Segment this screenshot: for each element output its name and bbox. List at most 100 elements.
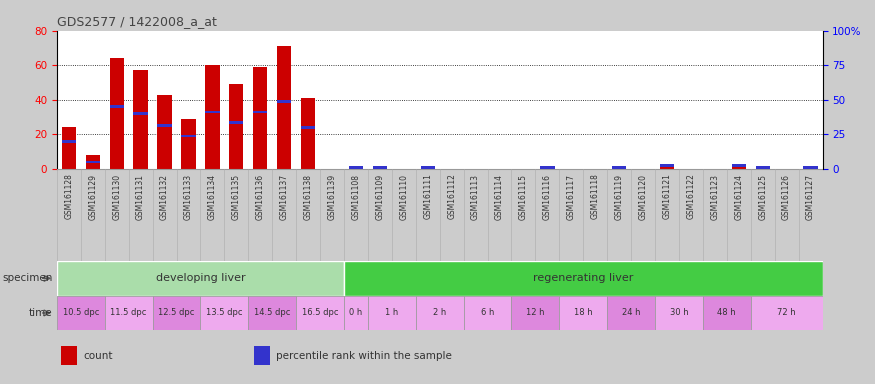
Text: GSM161127: GSM161127: [806, 174, 815, 220]
Bar: [512, 296, 559, 330]
Bar: [105, 296, 152, 330]
Text: GSM161136: GSM161136: [255, 174, 265, 220]
Text: GSM161126: GSM161126: [782, 174, 791, 220]
Bar: [86, 155, 100, 169]
Bar: [540, 166, 555, 169]
Bar: [655, 296, 703, 330]
Text: 18 h: 18 h: [574, 308, 592, 318]
Text: GSM161130: GSM161130: [112, 174, 122, 220]
Bar: [181, 135, 196, 137]
Bar: [181, 119, 196, 169]
Bar: [206, 65, 220, 169]
Text: GDS2577 / 1422008_a_at: GDS2577 / 1422008_a_at: [57, 15, 217, 28]
Bar: [349, 166, 363, 169]
Bar: [540, 167, 555, 169]
Text: GSM161122: GSM161122: [686, 174, 696, 219]
Text: GSM161117: GSM161117: [567, 174, 576, 220]
Bar: [660, 164, 674, 167]
Bar: [109, 106, 124, 108]
Text: developing liver: developing liver: [156, 273, 245, 283]
Bar: [57, 261, 344, 296]
Text: 6 h: 6 h: [481, 308, 494, 318]
Bar: [373, 166, 387, 169]
Bar: [373, 167, 387, 169]
Text: 30 h: 30 h: [669, 308, 689, 318]
Text: GSM161119: GSM161119: [614, 174, 624, 220]
Bar: [229, 84, 243, 169]
Text: GSM161112: GSM161112: [447, 174, 456, 219]
Text: GSM161124: GSM161124: [734, 174, 743, 220]
Text: GSM161133: GSM161133: [184, 174, 193, 220]
Text: 10.5 dpc: 10.5 dpc: [63, 308, 99, 318]
Bar: [248, 296, 296, 330]
Bar: [755, 166, 770, 169]
Bar: [732, 164, 746, 169]
Bar: [158, 94, 172, 169]
Bar: [134, 70, 148, 169]
Bar: [421, 167, 435, 169]
Text: 13.5 dpc: 13.5 dpc: [206, 308, 242, 318]
Text: GSM161132: GSM161132: [160, 174, 169, 220]
Bar: [755, 167, 770, 169]
Text: 48 h: 48 h: [718, 308, 736, 318]
Text: 2 h: 2 h: [433, 308, 446, 318]
Bar: [349, 167, 363, 169]
Text: GSM161110: GSM161110: [399, 174, 409, 220]
Bar: [416, 296, 464, 330]
Text: GSM161115: GSM161115: [519, 174, 528, 220]
Bar: [703, 296, 751, 330]
Text: GSM161125: GSM161125: [758, 174, 767, 220]
Bar: [368, 296, 416, 330]
Text: 24 h: 24 h: [622, 308, 640, 318]
Text: GSM161128: GSM161128: [65, 174, 74, 219]
Bar: [344, 296, 368, 330]
Bar: [277, 46, 291, 169]
Text: GSM161116: GSM161116: [542, 174, 552, 220]
Bar: [301, 98, 315, 169]
Bar: [612, 166, 626, 169]
Bar: [200, 296, 248, 330]
Bar: [158, 124, 172, 127]
Bar: [61, 140, 76, 142]
Text: GSM161111: GSM161111: [424, 174, 432, 219]
Text: count: count: [83, 351, 113, 361]
Bar: [301, 126, 315, 129]
Text: GSM161113: GSM161113: [471, 174, 480, 220]
Text: time: time: [29, 308, 52, 318]
Bar: [109, 58, 124, 169]
Text: specimen: specimen: [2, 273, 52, 283]
Bar: [803, 166, 818, 169]
Bar: [607, 296, 655, 330]
Bar: [751, 296, 822, 330]
Bar: [464, 296, 512, 330]
Bar: [277, 100, 291, 103]
Text: regenerating liver: regenerating liver: [533, 273, 634, 283]
Bar: [803, 167, 818, 169]
Text: 14.5 dpc: 14.5 dpc: [254, 308, 290, 318]
Bar: [660, 164, 674, 169]
Text: GSM161138: GSM161138: [304, 174, 312, 220]
Text: GSM161123: GSM161123: [710, 174, 719, 220]
Text: GSM161114: GSM161114: [495, 174, 504, 220]
Text: GSM161121: GSM161121: [662, 174, 671, 219]
Bar: [206, 111, 220, 113]
Text: 1 h: 1 h: [385, 308, 398, 318]
Text: GSM161120: GSM161120: [639, 174, 648, 220]
Text: 72 h: 72 h: [777, 308, 796, 318]
Bar: [61, 346, 77, 365]
Text: 0 h: 0 h: [349, 308, 362, 318]
Text: 16.5 dpc: 16.5 dpc: [302, 308, 339, 318]
Text: GSM161135: GSM161135: [232, 174, 241, 220]
Bar: [254, 346, 270, 365]
Bar: [86, 161, 100, 163]
Text: GSM161108: GSM161108: [352, 174, 360, 220]
Text: GSM161129: GSM161129: [88, 174, 97, 220]
Text: GSM161109: GSM161109: [375, 174, 384, 220]
Text: GSM161131: GSM161131: [136, 174, 145, 220]
Bar: [152, 296, 200, 330]
Bar: [732, 164, 746, 167]
Text: 11.5 dpc: 11.5 dpc: [110, 308, 147, 318]
Bar: [253, 67, 268, 169]
Bar: [61, 127, 76, 169]
Bar: [344, 261, 822, 296]
